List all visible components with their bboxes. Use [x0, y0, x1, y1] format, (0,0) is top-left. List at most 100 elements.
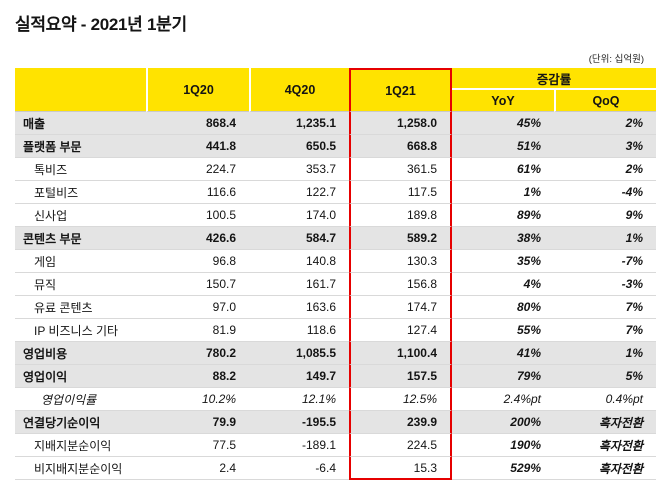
value-1q21: 589.2 [349, 227, 452, 250]
row-label: 게임 [15, 250, 146, 273]
value-yoy: 1% [452, 181, 554, 204]
value-qoq: 흑자전환 [554, 411, 657, 434]
page-title: 실적요약 - 2021년 1분기 [15, 15, 187, 34]
header-qoq: QoQ [554, 90, 657, 112]
value-1q21: 1,258.0 [349, 112, 452, 135]
value-4q20: -195.5 [249, 411, 349, 434]
row-label: 신사업 [15, 204, 146, 227]
value-4q20: 122.7 [249, 181, 349, 204]
value-1q21: 130.3 [349, 250, 452, 273]
table-row: 뮤직 150.7 161.7 156.8 4% -3% [15, 273, 657, 296]
value-1q21: 668.8 [349, 135, 452, 158]
value-yoy: 529% [452, 457, 554, 480]
value-yoy: 79% [452, 365, 554, 388]
value-1q21: 189.8 [349, 204, 452, 227]
value-4q20: 584.7 [249, 227, 349, 250]
value-4q20: 163.6 [249, 296, 349, 319]
value-yoy: 55% [452, 319, 554, 342]
value-qoq: 7% [554, 296, 657, 319]
value-yoy: 41% [452, 342, 554, 365]
value-qoq: 1% [554, 342, 657, 365]
value-qoq: 흑자전환 [554, 434, 657, 457]
unit-note: (단위: 십억원) [588, 54, 644, 65]
value-4q20: 161.7 [249, 273, 349, 296]
value-1q20: 868.4 [146, 112, 249, 135]
row-label: 영업이익 [15, 365, 146, 388]
value-qoq: 0.4%pt [554, 388, 657, 411]
table-row: 포털비즈 116.6 122.7 117.5 1% -4% [15, 181, 657, 204]
value-1q21: 239.9 [349, 411, 452, 434]
value-4q20: 353.7 [249, 158, 349, 181]
table-row: 지배지분순이익 77.5 -189.1 224.5 190% 흑자전환 [15, 434, 657, 457]
value-4q20: 1,235.1 [249, 112, 349, 135]
value-yoy: 190% [452, 434, 554, 457]
table-row: 콘텐츠 부문 426.6 584.7 589.2 38% 1% [15, 227, 657, 250]
value-1q20: 96.8 [146, 250, 249, 273]
value-1q20: 10.2% [146, 388, 249, 411]
value-qoq: 3% [554, 135, 657, 158]
value-1q20: 116.6 [146, 181, 249, 204]
value-1q21: 156.8 [349, 273, 452, 296]
row-label: 포털비즈 [15, 181, 146, 204]
table-row: 연결당기순이익 79.9 -195.5 239.9 200% 흑자전환 [15, 411, 657, 434]
value-1q20: 88.2 [146, 365, 249, 388]
value-yoy: 35% [452, 250, 554, 273]
value-yoy: 61% [452, 158, 554, 181]
table-row: 영업이익률 10.2% 12.1% 12.5% 2.4%pt 0.4%pt [15, 388, 657, 411]
row-label: 톡비즈 [15, 158, 146, 181]
value-1q20: 97.0 [146, 296, 249, 319]
value-4q20: 174.0 [249, 204, 349, 227]
row-label: IP 비즈니스 기타 [15, 319, 146, 342]
value-yoy: 2.4%pt [452, 388, 554, 411]
value-1q21: 224.5 [349, 434, 452, 457]
table-row: 플랫폼 부문 441.8 650.5 668.8 51% 3% [15, 135, 657, 158]
value-1q20: 224.7 [146, 158, 249, 181]
table-header: 1Q20 4Q20 1Q21 증감률 YoY QoQ [15, 68, 657, 112]
row-label: 뮤직 [15, 273, 146, 296]
table-row: 톡비즈 224.7 353.7 361.5 61% 2% [15, 158, 657, 181]
value-qoq: 5% [554, 365, 657, 388]
value-1q20: 426.6 [146, 227, 249, 250]
value-1q21: 157.5 [349, 365, 452, 388]
header-1q21-highlighted: 1Q21 [349, 68, 452, 112]
value-1q20: 780.2 [146, 342, 249, 365]
header-yoy: YoY [452, 90, 554, 112]
value-yoy: 51% [452, 135, 554, 158]
value-qoq: 9% [554, 204, 657, 227]
value-1q20: 150.7 [146, 273, 249, 296]
row-label: 영업비용 [15, 342, 146, 365]
row-label: 매출 [15, 112, 146, 135]
value-1q21: 174.7 [349, 296, 452, 319]
value-yoy: 38% [452, 227, 554, 250]
row-label: 지배지분순이익 [15, 434, 146, 457]
value-4q20: -189.1 [249, 434, 349, 457]
table-row: 영업이익 88.2 149.7 157.5 79% 5% [15, 365, 657, 388]
value-1q20: 81.9 [146, 319, 249, 342]
value-qoq: 흑자전환 [554, 457, 657, 480]
table-row: 유료 콘텐츠 97.0 163.6 174.7 80% 7% [15, 296, 657, 319]
value-qoq: -3% [554, 273, 657, 296]
value-1q20: 100.5 [146, 204, 249, 227]
value-qoq: -4% [554, 181, 657, 204]
value-qoq: 1% [554, 227, 657, 250]
value-1q21: 117.5 [349, 181, 452, 204]
value-4q20: 118.6 [249, 319, 349, 342]
table-body: 매출 868.4 1,235.1 1,258.0 45% 2% 플랫폼 부문 441.8 650… [15, 112, 657, 480]
row-label: 플랫폼 부문 [15, 135, 146, 158]
value-qoq: 2% [554, 112, 657, 135]
value-1q21: 361.5 [349, 158, 452, 181]
value-yoy: 200% [452, 411, 554, 434]
value-1q20: 441.8 [146, 135, 249, 158]
value-qoq: -7% [554, 250, 657, 273]
value-qoq: 7% [554, 319, 657, 342]
table-row: 비지배지분순이익 2.4 -6.4 15.3 529% 흑자전환 [15, 457, 657, 480]
header-corner-cell [15, 68, 146, 112]
header-1q20: 1Q20 [146, 68, 249, 112]
value-4q20: 140.8 [249, 250, 349, 273]
table-row: 게임 96.8 140.8 130.3 35% -7% [15, 250, 657, 273]
value-4q20: 12.1% [249, 388, 349, 411]
row-label: 유료 콘텐츠 [15, 296, 146, 319]
value-4q20: -6.4 [249, 457, 349, 480]
value-qoq: 2% [554, 158, 657, 181]
